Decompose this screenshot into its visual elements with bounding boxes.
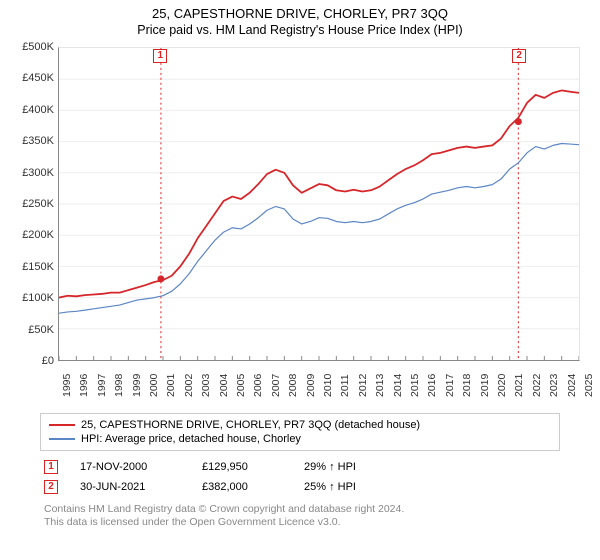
x-tick-label: 2015 bbox=[409, 374, 421, 397]
x-tick-label: 2007 bbox=[270, 374, 282, 397]
title-block: 25, CAPESTHORNE DRIVE, CHORLEY, PR7 3QQ … bbox=[0, 0, 600, 41]
x-tick-label: 2009 bbox=[305, 374, 317, 397]
legend-label: 25, CAPESTHORNE DRIVE, CHORLEY, PR7 3QQ … bbox=[81, 419, 420, 431]
x-tick-label: 2019 bbox=[479, 374, 491, 397]
footer-line-2: This data is licensed under the Open Gov… bbox=[44, 516, 556, 529]
sale-pct: 29% ↑ HPI bbox=[304, 461, 384, 473]
y-tick-label: £300K bbox=[10, 167, 54, 179]
footer-line-1: Contains HM Land Registry data © Crown c… bbox=[44, 503, 556, 516]
x-tick-label: 1998 bbox=[113, 374, 125, 397]
legend-swatch bbox=[49, 424, 75, 426]
x-tick-label: 2020 bbox=[496, 374, 508, 397]
x-tick-label: 1996 bbox=[78, 374, 90, 397]
x-tick-label: 2005 bbox=[235, 374, 247, 397]
x-tick-label: 2004 bbox=[218, 374, 230, 397]
chart-subtitle: Price paid vs. HM Land Registry's House … bbox=[0, 23, 600, 37]
sale-row: 1 17-NOV-2000 £129,950 29% ↑ HPI bbox=[40, 457, 560, 477]
sale-row: 2 30-JUN-2021 £382,000 25% ↑ HPI bbox=[40, 477, 560, 497]
x-tick-label: 1997 bbox=[96, 374, 108, 397]
x-tick-label: 2002 bbox=[183, 374, 195, 397]
x-tick-label: 2023 bbox=[548, 374, 560, 397]
x-tick-label: 2013 bbox=[374, 374, 386, 397]
plot-wrap: £0 £50K £100K £150K £200K £250K £300K £350K £400… bbox=[10, 41, 590, 411]
sale-date: 30-JUN-2021 bbox=[80, 481, 180, 493]
y-tick-label: £150K bbox=[10, 261, 54, 273]
x-tick-label: 2018 bbox=[461, 374, 473, 397]
y-tick-label: £450K bbox=[10, 72, 54, 84]
x-tick-label: 2022 bbox=[531, 374, 543, 397]
x-tick-label: 2021 bbox=[513, 374, 525, 397]
y-tick-label: £200K bbox=[10, 229, 54, 241]
sale-price: £382,000 bbox=[202, 481, 282, 493]
sale-marker: 1 bbox=[44, 460, 58, 474]
y-tick-label: £100K bbox=[10, 292, 54, 304]
sale-pct: 25% ↑ HPI bbox=[304, 481, 384, 493]
x-tick-label: 2025 bbox=[583, 374, 595, 397]
y-tick-label: £350K bbox=[10, 135, 54, 147]
sale-marker: 2 bbox=[44, 480, 58, 494]
chart-title: 25, CAPESTHORNE DRIVE, CHORLEY, PR7 3QQ bbox=[0, 6, 600, 21]
chart-svg bbox=[59, 48, 579, 360]
x-tick-label: 1999 bbox=[131, 374, 143, 397]
y-tick-label: £500K bbox=[10, 41, 54, 53]
x-tick-label: 2008 bbox=[287, 374, 299, 397]
legend: 25, CAPESTHORNE DRIVE, CHORLEY, PR7 3QQ … bbox=[40, 413, 560, 451]
x-tick-label: 2024 bbox=[566, 374, 578, 397]
x-tick-label: 2001 bbox=[165, 374, 177, 397]
sale-marker-box: 1 bbox=[153, 49, 167, 63]
x-tick-label: 2017 bbox=[444, 374, 456, 397]
x-tick-label: 2014 bbox=[392, 374, 404, 397]
y-tick-label: £400K bbox=[10, 104, 54, 116]
sale-price: £129,950 bbox=[202, 461, 282, 473]
x-tick-label: 2011 bbox=[339, 374, 351, 397]
legend-swatch bbox=[49, 438, 75, 440]
plot-area bbox=[58, 47, 580, 361]
legend-row: 25, CAPESTHORNE DRIVE, CHORLEY, PR7 3QQ … bbox=[49, 418, 551, 432]
x-tick-label: 2000 bbox=[148, 374, 160, 397]
y-tick-label: £50K bbox=[10, 324, 54, 336]
x-tick-label: 2010 bbox=[322, 374, 334, 397]
sales-table: 1 17-NOV-2000 £129,950 29% ↑ HPI 2 30-JUN-202… bbox=[40, 457, 560, 497]
y-tick-label: £0 bbox=[10, 355, 54, 367]
sale-marker-box: 2 bbox=[512, 49, 526, 63]
legend-label: HPI: Average price, detached house, Chor… bbox=[81, 433, 301, 445]
footer-attribution: Contains HM Land Registry data © Crown c… bbox=[40, 499, 560, 533]
sale-date: 17-NOV-2000 bbox=[80, 461, 180, 473]
y-tick-label: £250K bbox=[10, 198, 54, 210]
legend-row: HPI: Average price, detached house, Chor… bbox=[49, 432, 551, 446]
chart-container: 25, CAPESTHORNE DRIVE, CHORLEY, PR7 3QQ … bbox=[0, 0, 600, 560]
x-tick-label: 2003 bbox=[200, 374, 212, 397]
x-tick-label: 2016 bbox=[426, 374, 438, 397]
x-tick-label: 2012 bbox=[357, 374, 369, 397]
x-tick-label: 1995 bbox=[61, 374, 73, 397]
x-tick-label: 2006 bbox=[252, 374, 264, 397]
